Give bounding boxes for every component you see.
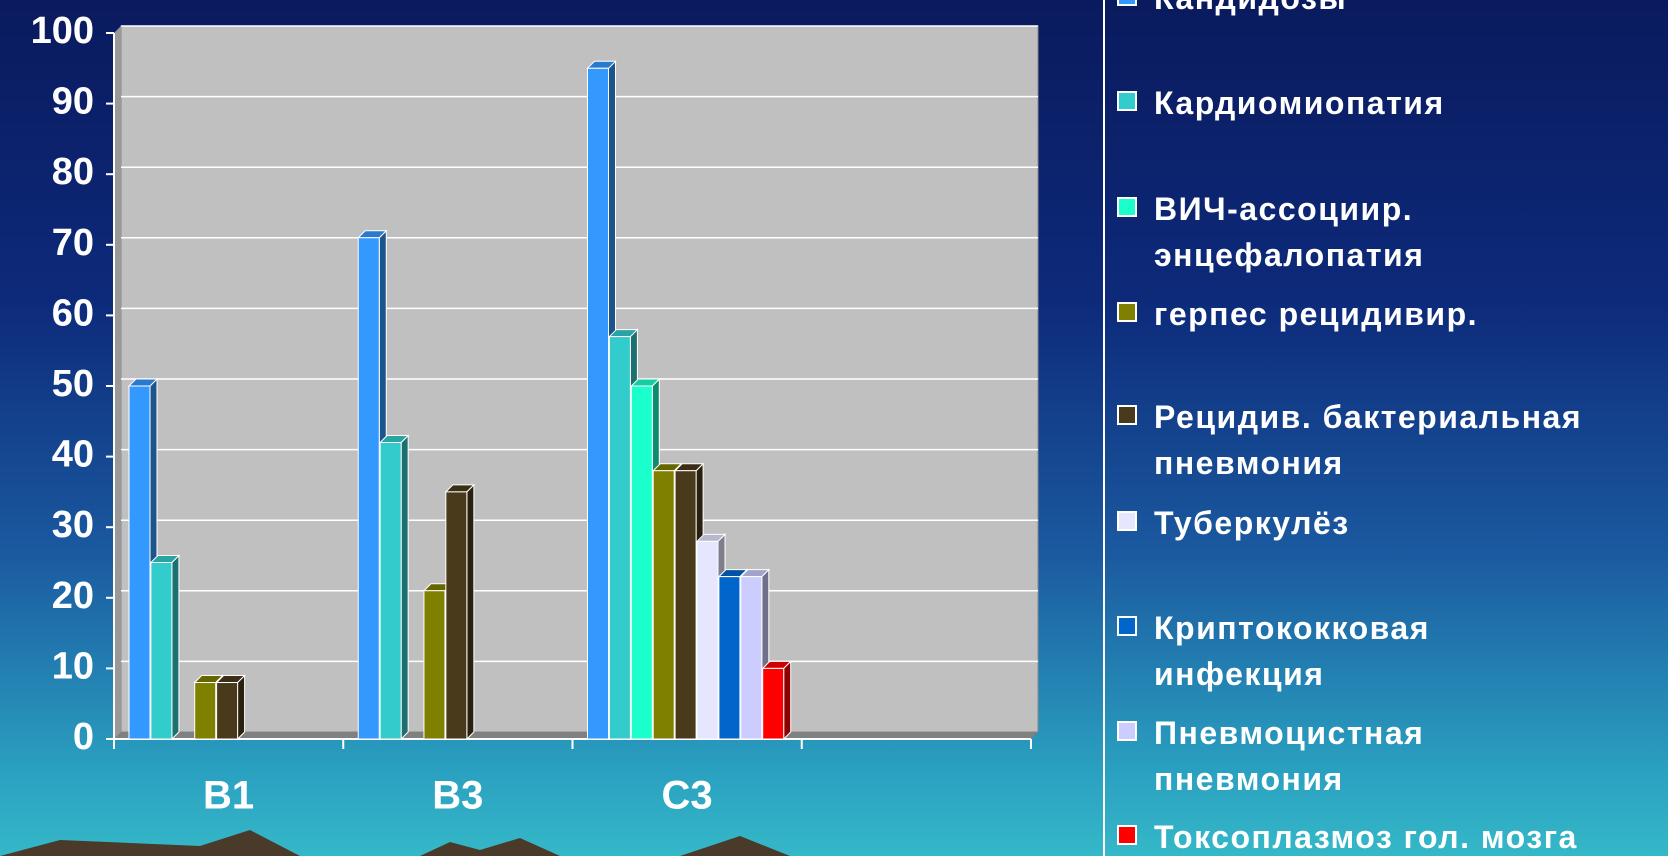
mountain <box>0 830 300 856</box>
bar <box>741 577 762 739</box>
legend-label: Токсоплазмоз гол. мозга <box>1154 814 1668 856</box>
y-tick-label: 60 <box>52 292 94 334</box>
plot-side <box>114 26 121 739</box>
y-tick-label: 10 <box>52 645 94 687</box>
x-tick-label: B1 <box>203 774 254 818</box>
bar <box>129 386 150 739</box>
bar-side <box>467 485 474 739</box>
bar <box>609 337 630 739</box>
bar <box>380 442 401 739</box>
bar <box>697 541 718 739</box>
mountain <box>420 838 560 856</box>
bar-side <box>401 435 408 739</box>
legend-label: Рецидив. бактериальная пневмония <box>1154 394 1668 486</box>
bar <box>217 683 238 739</box>
y-tick-label: 100 <box>31 10 94 52</box>
y-tick-label: 0 <box>73 716 94 758</box>
legend-swatch <box>1117 91 1137 111</box>
y-tick-label: 50 <box>52 363 94 405</box>
legend-swatch <box>1117 405 1137 425</box>
legend-swatch <box>1117 721 1137 741</box>
bar <box>424 591 445 739</box>
legend-label: Кандидозы <box>1154 0 1668 21</box>
legend-swatch <box>1117 511 1137 531</box>
y-tick-label: 70 <box>52 222 94 264</box>
bar-side <box>238 676 245 739</box>
bar-side <box>784 661 791 739</box>
bar <box>631 386 652 739</box>
bar <box>675 471 696 739</box>
y-tick-label: 90 <box>52 81 94 123</box>
bar <box>588 68 609 739</box>
x-tick-label: B3 <box>432 774 483 818</box>
legend-swatch <box>1117 616 1137 636</box>
x-tick-label: C3 <box>662 774 713 818</box>
bar <box>446 492 467 739</box>
bar-side <box>172 556 179 740</box>
legend-label: герпес рецидивир. <box>1154 291 1668 337</box>
bar <box>763 668 784 739</box>
legend-swatch <box>1117 197 1137 217</box>
y-tick-label: 20 <box>52 575 94 617</box>
legend-swatch <box>1117 302 1137 322</box>
plot-floor <box>114 732 1038 739</box>
y-tick-label: 30 <box>52 504 94 546</box>
bar <box>719 577 740 739</box>
y-tick-label: 80 <box>52 151 94 193</box>
bar <box>358 238 379 739</box>
bar <box>151 563 172 740</box>
legend-swatch <box>1117 0 1137 6</box>
mountain <box>680 836 790 856</box>
legend-swatch <box>1117 825 1137 845</box>
legend-label: Пневмоцистная пневмония <box>1154 710 1668 802</box>
legend-label: Туберкулёз <box>1154 500 1668 546</box>
y-tick-label: 40 <box>52 434 94 476</box>
legend-label: ВИЧ-ассоциир. энцефалопатия <box>1154 186 1668 278</box>
slide: 0 10 20 30 40 50 60 70 80 90 100 B1 B3 C3 Кандидозы Ка… <box>0 0 1668 856</box>
bar <box>195 683 216 739</box>
bar <box>653 471 674 739</box>
legend-label: Кардиомиопатия <box>1154 80 1668 126</box>
legend-label: Криптококковая инфекция <box>1154 605 1668 697</box>
